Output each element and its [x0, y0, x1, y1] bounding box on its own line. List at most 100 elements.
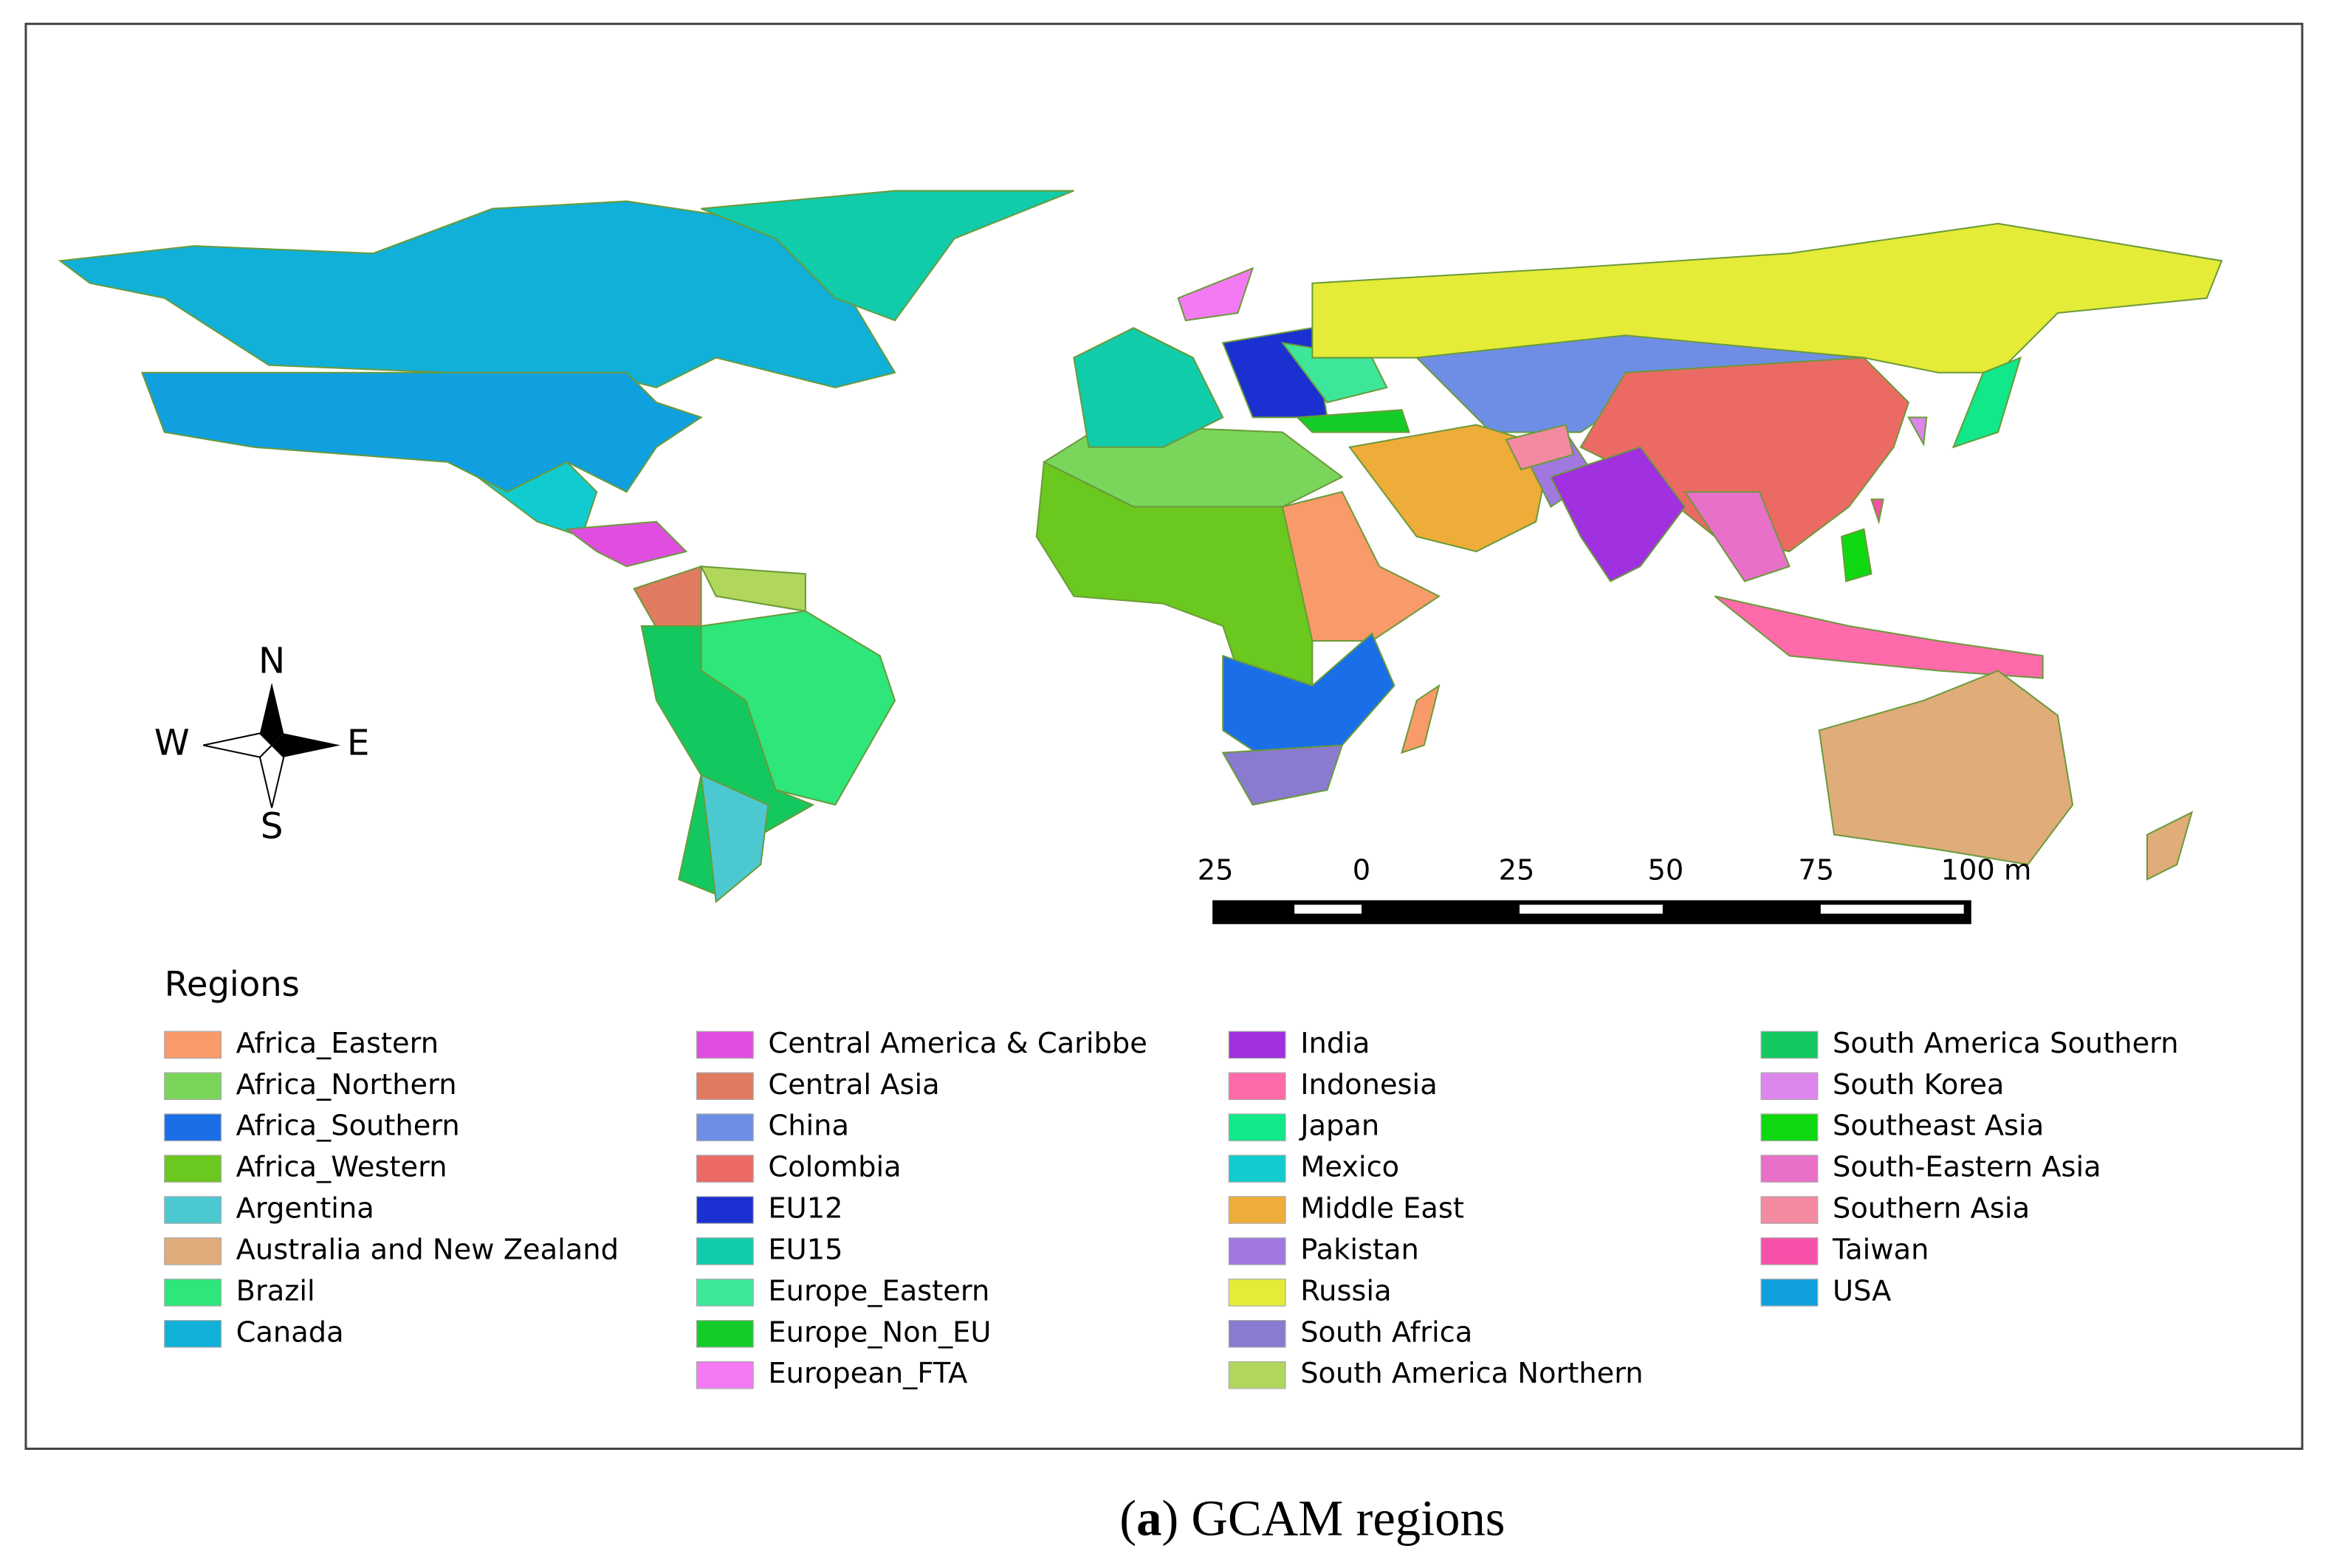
compass-n: N — [258, 640, 285, 681]
legend-label: EU15 — [768, 1233, 842, 1266]
legend-label: Africa_Northern — [236, 1068, 457, 1101]
region-shape — [1295, 409, 1411, 433]
region-shape — [58, 200, 896, 389]
legend-label: Argentina — [236, 1192, 374, 1225]
legend-swatch — [1228, 1196, 1286, 1224]
legend-swatch — [696, 1196, 754, 1224]
legend-label: South America Northern — [1300, 1357, 1643, 1390]
legend-label: EU12 — [768, 1192, 842, 1225]
compass-w: W — [154, 723, 190, 764]
legend-label: Central Asia — [768, 1068, 939, 1101]
legend-label: South Africa — [1300, 1316, 1472, 1349]
legend-swatch — [164, 1031, 222, 1059]
region-shape — [1549, 446, 1686, 582]
legend-swatch — [1228, 1031, 1286, 1059]
legend-swatch — [1760, 1279, 1819, 1307]
region-shape — [1281, 491, 1441, 642]
legend-label: Australia and New Zealand — [236, 1233, 619, 1266]
legend-swatch — [1760, 1237, 1819, 1265]
scale-label: 25 — [1499, 854, 1535, 887]
legend-label: European_FTA — [768, 1357, 967, 1390]
region-shape — [447, 461, 598, 538]
legend-swatch — [1228, 1072, 1286, 1101]
legend-label: Southeast Asia — [1833, 1110, 2044, 1143]
region-shape — [1841, 528, 1872, 582]
region-shape — [140, 371, 703, 493]
legend-swatch — [696, 1237, 754, 1265]
legend-label: Russia — [1300, 1274, 1391, 1307]
legend-swatch — [164, 1113, 222, 1141]
legend-label: USA — [1833, 1274, 1891, 1307]
scale-label: 100 m — [1941, 854, 2032, 887]
region-shape — [1177, 267, 1254, 322]
legend-swatch — [696, 1031, 754, 1059]
compass: N S W E — [154, 640, 370, 847]
region-shape — [1221, 744, 1344, 806]
region-shape — [1348, 424, 1552, 553]
legend-swatch — [696, 1072, 754, 1101]
region-shape — [1401, 684, 1441, 754]
compass-s: S — [261, 806, 284, 847]
legend-swatch — [696, 1279, 754, 1307]
legend-label: Europe_Eastern — [768, 1274, 989, 1307]
legend-swatch — [164, 1279, 222, 1307]
legend-swatch — [1228, 1320, 1286, 1348]
legend-swatch — [1228, 1113, 1286, 1141]
legend-label: Africa_Eastern — [236, 1027, 439, 1060]
legend-label: China — [768, 1110, 849, 1143]
caption-part: ( — [1119, 1490, 1136, 1546]
caption-text: ) GCAM regions — [1161, 1490, 1505, 1546]
legend-label: Brazil — [236, 1274, 315, 1307]
region-shape — [1818, 670, 2074, 866]
scale-label: 75 — [1798, 854, 1834, 887]
legend-swatch — [164, 1237, 222, 1265]
legend-swatch — [1760, 1113, 1819, 1141]
legend-label: Canada — [236, 1316, 344, 1349]
legend-label: Indonesia — [1300, 1068, 1438, 1101]
caption: (a) GCAM regions — [1119, 1490, 1505, 1546]
scale-bar — [1212, 900, 1971, 924]
world-map — [58, 190, 2223, 904]
legend-swatch — [696, 1155, 754, 1183]
legend-swatch — [1760, 1196, 1819, 1224]
legend-label: Southern Asia — [1833, 1192, 2030, 1225]
legend-label: India — [1300, 1027, 1370, 1060]
region-shape — [700, 774, 769, 904]
legend-swatch — [1228, 1279, 1286, 1307]
legend-title: Regions — [165, 964, 300, 1004]
region-shape — [701, 190, 1074, 322]
legend-swatch — [1228, 1361, 1286, 1389]
region-shape — [1870, 498, 1884, 525]
legend-label: South America Southern — [1833, 1027, 2179, 1060]
region-shape — [1951, 356, 2022, 449]
region-shape — [1073, 327, 1224, 448]
legend-label: South-Eastern Asia — [1833, 1151, 2101, 1184]
scale-label: 50 — [1647, 854, 1683, 887]
legend-label: Europe_Non_EU — [768, 1316, 991, 1349]
legend-label: Taiwan — [1832, 1233, 1929, 1266]
scale-label: 25 — [1198, 854, 1234, 887]
legend-swatch — [1760, 1155, 1819, 1183]
legend-label: Pakistan — [1300, 1233, 1419, 1266]
legend-swatch — [696, 1320, 754, 1348]
legend-swatch — [1228, 1155, 1286, 1183]
region-shape — [1505, 424, 1574, 471]
legend-swatch — [164, 1155, 222, 1183]
legend-swatch — [1760, 1031, 1819, 1059]
region-shape — [565, 520, 688, 568]
region-shape — [640, 625, 815, 895]
legend-label: South Korea — [1833, 1068, 2004, 1101]
region-shape — [1222, 632, 1395, 761]
compass-e: E — [347, 723, 370, 764]
caption-label: a — [1136, 1490, 1161, 1546]
legend-swatch — [1760, 1072, 1819, 1101]
legend-swatch — [164, 1320, 222, 1348]
legend-label: Mexico — [1300, 1151, 1399, 1184]
legend-label: Middle East — [1300, 1192, 1464, 1225]
legend-swatch — [164, 1072, 222, 1101]
legend-swatch — [1228, 1237, 1286, 1265]
legend-swatch — [696, 1361, 754, 1389]
legend-label: Japan — [1299, 1110, 1379, 1143]
legend-label: Africa_Southern — [236, 1110, 460, 1143]
